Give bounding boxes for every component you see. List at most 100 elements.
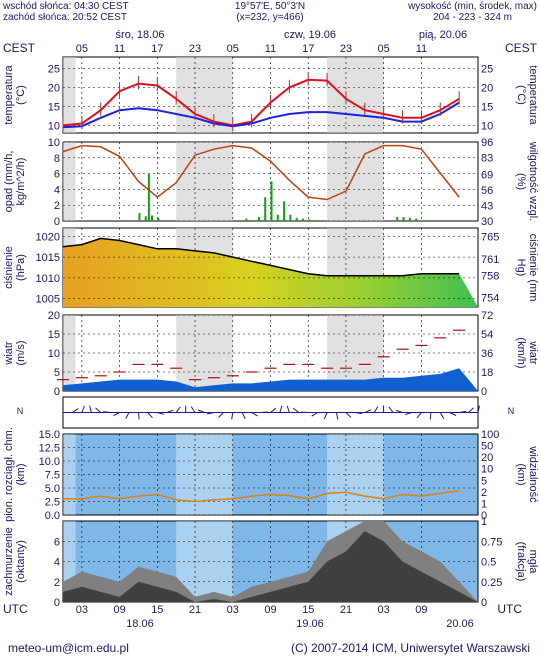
cloudiness-ytick-right-label: 0.5 bbox=[481, 557, 496, 569]
cloudiness-ylabel-right-unit: (frakcja) bbox=[515, 542, 527, 582]
wind-direction-arrow bbox=[218, 412, 224, 418]
footer-email[interactable]: meteo-um@icm.edu.pl bbox=[8, 641, 129, 655]
precipitation_humidity-precip-bar bbox=[245, 218, 248, 221]
visibility-ytick-right-label: 2 bbox=[481, 487, 487, 499]
top-hour-label: 05 bbox=[227, 43, 239, 55]
pressure-ytick-right-label: 761 bbox=[481, 254, 499, 266]
wind-ylabel-right: wiatr bbox=[527, 340, 539, 365]
wind-direction-arrow bbox=[416, 412, 422, 419]
wind-direction-arrow bbox=[72, 408, 79, 413]
wind-direction-arrow bbox=[388, 406, 394, 413]
pressure-line bbox=[62, 237, 460, 277]
temperature-night-band bbox=[327, 57, 384, 133]
precipitation_humidity-night-band bbox=[327, 142, 384, 221]
precipitation_humidity-precip-bar bbox=[415, 218, 418, 221]
visibility-ytick-label: 10.0 bbox=[39, 456, 60, 468]
wind-direction-arrow bbox=[157, 412, 165, 415]
wind-compass-n: N bbox=[17, 406, 24, 416]
wind-direction-arrow bbox=[261, 411, 269, 413]
visibility-ytick-right-label: 5 bbox=[481, 475, 487, 487]
top-hour-label: 23 bbox=[189, 43, 201, 55]
visibility-visibility-line bbox=[63, 489, 460, 503]
pressure-ytick-label: 1015 bbox=[36, 252, 60, 264]
temperature-ytick-right-label: 25 bbox=[481, 63, 493, 75]
wind-ytick-right-label: 54 bbox=[481, 329, 493, 341]
precipitation_humidity-precip-bar bbox=[301, 218, 304, 221]
wind-direction-arrow bbox=[364, 409, 372, 413]
bottom-hour-label: 09 bbox=[113, 604, 125, 616]
visibility-ytick-right-label: 0 bbox=[481, 510, 487, 522]
precipitation_humidity-precip-bar bbox=[308, 219, 311, 221]
temperature-ylabel-right: temperatura bbox=[527, 65, 539, 125]
wind-direction-arrow bbox=[449, 412, 457, 416]
wind-direction-arrow bbox=[137, 412, 140, 420]
precipitation_humidity-ytick-right-label: 43 bbox=[481, 200, 493, 212]
footer-copyright: (C) 2007-2014 ICM, Uniwersytet Warszawsk… bbox=[291, 641, 530, 655]
precipitation_humidity-precip-bar bbox=[402, 217, 405, 221]
day-label-1: śro, 18.06 bbox=[116, 29, 165, 41]
precipitation_humidity-ytick-right-label: 96 bbox=[481, 137, 493, 149]
visibility-night-band bbox=[327, 434, 384, 515]
pressure-ylabel-unit: (hPa) bbox=[15, 254, 27, 281]
precipitation_humidity-precip-bar bbox=[257, 217, 260, 221]
temperature-ytick-right-label: 10 bbox=[481, 120, 493, 132]
top-hour-label: 11 bbox=[114, 43, 125, 55]
wind-direction-arrow bbox=[190, 406, 196, 413]
precipitation_humidity-precip-bar bbox=[289, 214, 292, 221]
bottom-hour-label: 21 bbox=[340, 604, 352, 616]
wind-direction-arrow bbox=[355, 412, 363, 415]
visibility-ytick-label: 7.5 bbox=[45, 470, 60, 482]
bottom-hour-label: 09 bbox=[415, 604, 427, 616]
temperature-series-temperature bbox=[62, 78, 460, 127]
cloudiness-low-area bbox=[63, 531, 478, 602]
wind-direction-arrow bbox=[206, 412, 215, 415]
temperature-series-dew_point bbox=[62, 101, 460, 129]
cloudiness-ytick-right-label: 1 bbox=[481, 516, 487, 528]
pressure-ytick-label: 1005 bbox=[36, 294, 60, 306]
pressure-ytick-right-label: 754 bbox=[481, 293, 499, 305]
wind-direction-arrow bbox=[439, 412, 445, 419]
visibility-ylabel-right-unit: (km) bbox=[515, 464, 527, 486]
precipitation_humidity-precip-bar bbox=[276, 214, 279, 221]
cloudiness-ytick-label: 4 bbox=[54, 557, 60, 569]
precipitation_humidity-ytick-right-label: 83 bbox=[481, 153, 493, 165]
wind-direction-arrow bbox=[103, 411, 111, 413]
visibility-ylabel: pion. rozciągł. chm. bbox=[3, 427, 15, 522]
temperature-ytick-label: 20 bbox=[48, 82, 60, 94]
precipitation_humidity-night-band bbox=[176, 142, 233, 221]
cloudiness-ylabel-unit: (oktanty) bbox=[15, 540, 27, 583]
wind-direction-arrow bbox=[175, 406, 181, 413]
cloudiness-ytick-label: 6 bbox=[54, 536, 60, 548]
wind-ylabel: wiatr bbox=[3, 341, 15, 366]
wind-direction-arrow bbox=[429, 412, 432, 420]
visibility-ylabel-right: widzialność bbox=[527, 445, 539, 503]
wind-direction-arrow bbox=[405, 412, 413, 415]
wind-direction-arrow bbox=[231, 412, 234, 420]
wind-direction-arrow bbox=[395, 409, 403, 413]
wind-direction-arrow bbox=[323, 412, 328, 420]
visibility-ytick-right-label: 1 bbox=[481, 498, 487, 510]
wind-direction-arrow bbox=[147, 412, 153, 419]
temperature-ytick-right-label: 15 bbox=[481, 101, 493, 113]
visibility-ytick-label: 5.0 bbox=[45, 483, 60, 495]
top-hour-label: 11 bbox=[416, 43, 427, 55]
wind-direction-arrow bbox=[166, 409, 174, 413]
pressure-ylabel-right: ciśnienie (mm bbox=[527, 234, 539, 302]
cloudiness-ytick-right-label: 0.75 bbox=[481, 536, 502, 548]
wind-direction-arrow bbox=[81, 405, 85, 413]
precipitation_humidity-ylabel-right: wilgotność wzgl. bbox=[527, 141, 539, 221]
wind-ylabel-unit: (m/s) bbox=[15, 340, 27, 365]
coords-text: 19°57'E, 50°3'N bbox=[235, 1, 305, 12]
temperature-ytick-label: 25 bbox=[48, 63, 60, 75]
cloudiness-ylabel-right: mgła bbox=[527, 550, 539, 575]
precipitation_humidity-ytick-right-label: 56 bbox=[481, 185, 493, 197]
wind-direction-arrow bbox=[373, 406, 379, 413]
precipitation_humidity-ytick-label: 8 bbox=[54, 153, 60, 165]
precipitation_humidity-precip-bar bbox=[264, 197, 267, 221]
visibility-ylabel-unit: (km) bbox=[15, 464, 27, 486]
visibility-ytick-right-label: 20 bbox=[481, 452, 493, 464]
visibility-ytick-label: 15.0 bbox=[39, 429, 60, 441]
precipitation_humidity-precip-bar bbox=[151, 215, 154, 221]
temperature-ytick-label: 15 bbox=[48, 101, 60, 113]
visibility-ytick-right-label: 10 bbox=[481, 464, 493, 476]
